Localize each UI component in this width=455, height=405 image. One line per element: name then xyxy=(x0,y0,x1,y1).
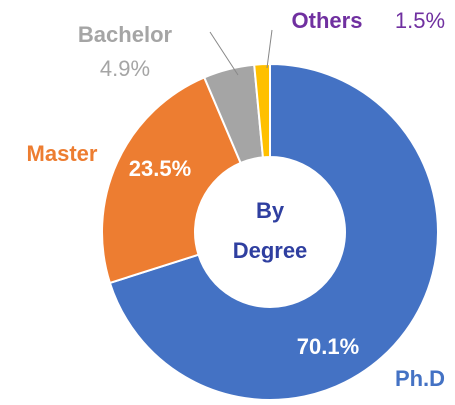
value-label: 23.5% xyxy=(129,156,191,181)
category-label: Bachelor xyxy=(78,22,173,47)
value-label: 70.1% xyxy=(297,334,359,359)
category-label: Others xyxy=(292,8,363,33)
category-label: Master xyxy=(27,141,98,166)
slice xyxy=(108,62,439,401)
center-text: By xyxy=(256,198,285,223)
value-label: 1.5% xyxy=(395,8,445,33)
category-label: Ph.D xyxy=(395,366,445,391)
slice xyxy=(253,62,271,159)
leader-line xyxy=(209,31,239,76)
slice xyxy=(101,76,242,285)
center-text: Degree xyxy=(233,238,308,263)
leader-line xyxy=(266,29,273,69)
value-label: 4.9% xyxy=(100,56,150,81)
